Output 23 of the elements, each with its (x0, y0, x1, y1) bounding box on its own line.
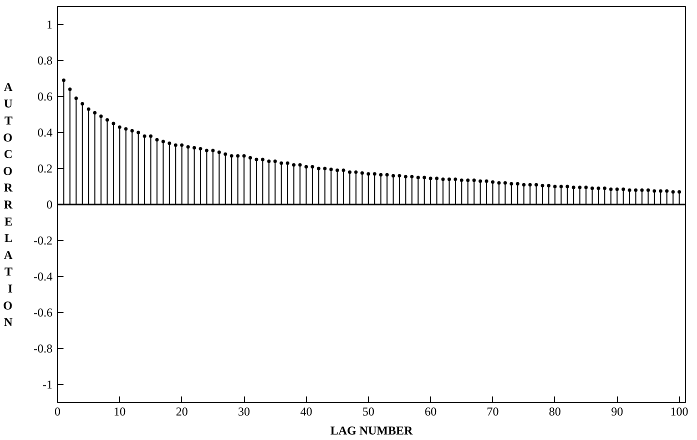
x-tick-label: 50 (362, 404, 374, 418)
x-axis-title: LAG NUMBER (330, 424, 413, 438)
y-tick-label: 0.4 (38, 126, 52, 140)
x-tick-label: 100 (670, 404, 688, 418)
y-tick-label: -0.6 (34, 306, 53, 320)
x-tick-label: 80 (548, 404, 561, 418)
y-tick-label: 0.8 (38, 54, 52, 68)
y-tick-label: -0.2 (34, 234, 53, 248)
x-tick-label: 60 (424, 404, 437, 418)
x-tick-label: 40 (300, 404, 312, 418)
y-tick-label: 0.6 (38, 90, 52, 104)
x-tick-label: 20 (176, 404, 188, 418)
x-tick-label: 30 (238, 404, 250, 418)
text: AUTOCORRELATION (3, 80, 13, 330)
x-tick-label: 10 (114, 404, 126, 418)
y-tick-label: 1 (46, 18, 52, 32)
y-tick-label: 0.2 (38, 162, 52, 176)
y-tick-label: -0.4 (34, 270, 53, 284)
y-tick-label: -0.8 (34, 342, 53, 356)
y-tick-label: -1 (42, 378, 53, 392)
x-tick-label: 90 (611, 404, 624, 418)
y-tick-label: 0 (46, 198, 52, 212)
x-tick-label: 70 (486, 404, 499, 418)
